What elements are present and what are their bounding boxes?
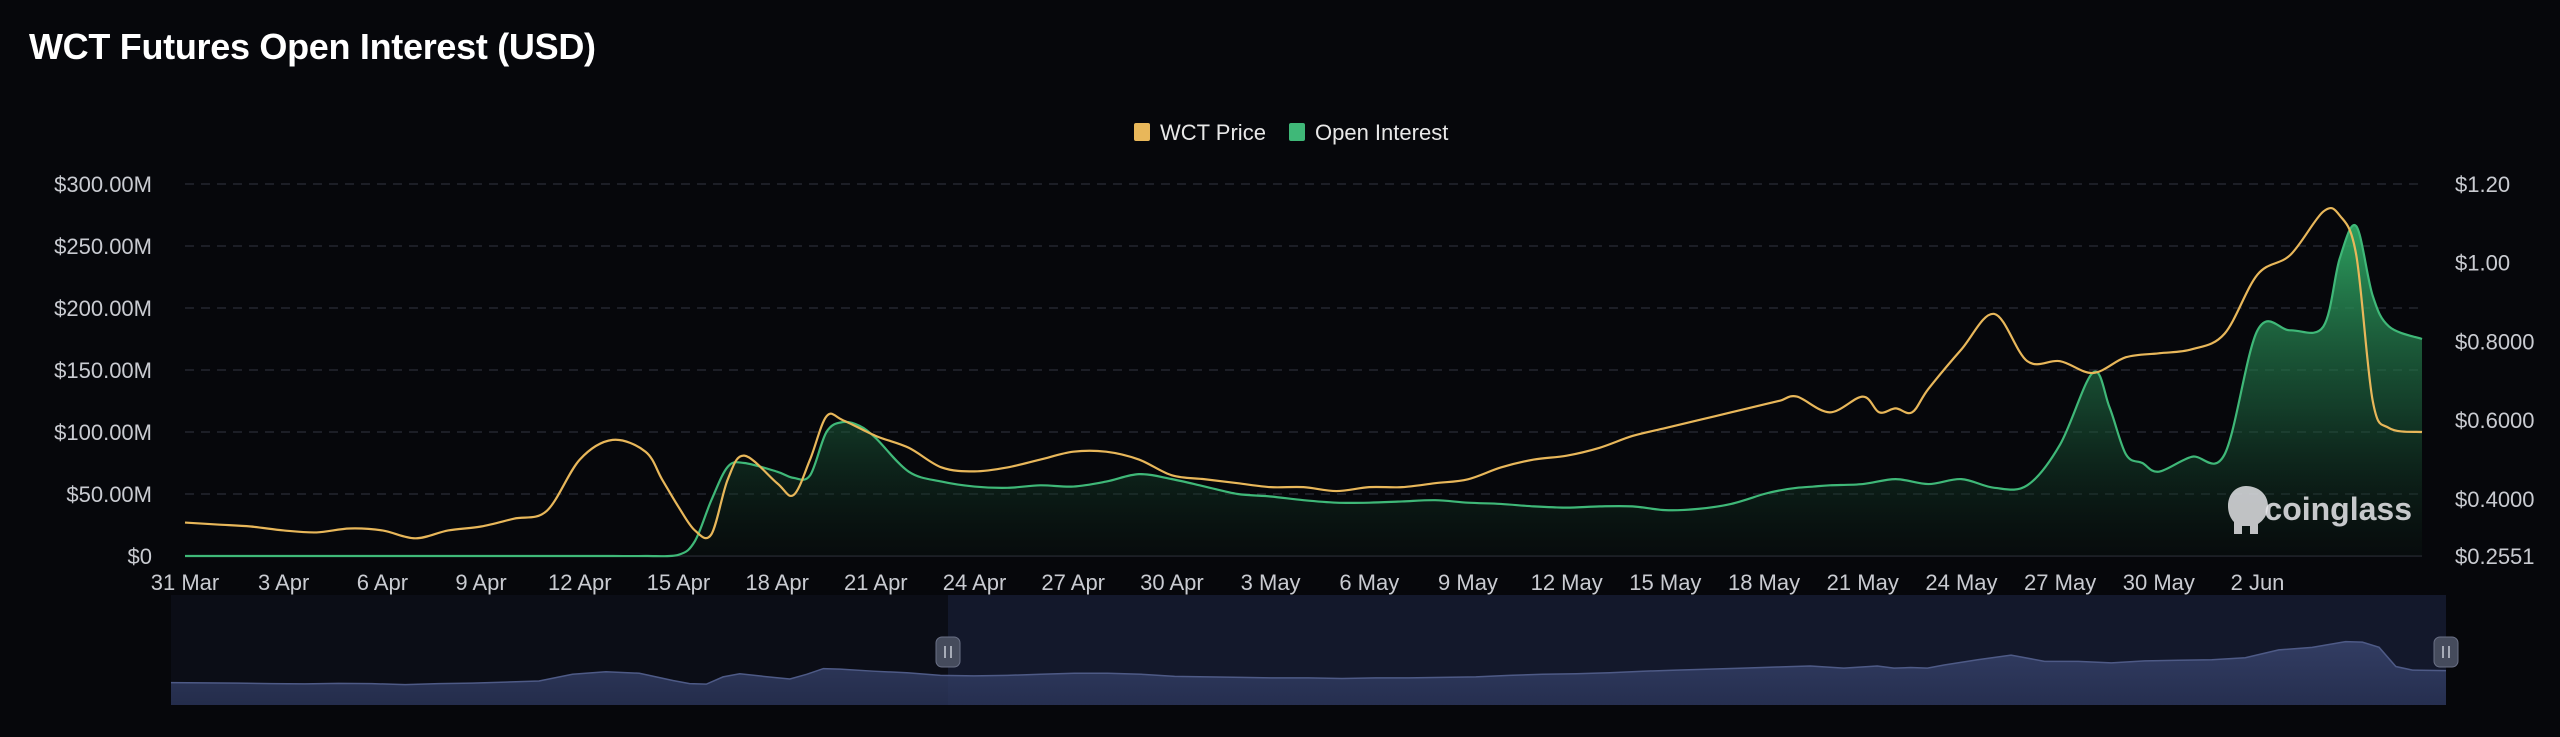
y-right-tick-label: $0.6000 — [2455, 408, 2535, 433]
y-left-tick-label: $50.00M — [66, 482, 152, 507]
x-tick-label: 31 Mar — [151, 570, 219, 595]
right-axis: $0.2551 $0.4000 $0.6000 $0.8000 $1.00 $1.20 — [2455, 172, 2535, 569]
open-interest-area — [185, 225, 2422, 557]
x-tick-label: 30 May — [2123, 570, 2195, 595]
x-tick-label: 18 May — [1728, 570, 1800, 595]
navigator-right-handle[interactable] — [2433, 636, 2459, 668]
coinglass-watermark: coinglass — [2228, 486, 2412, 534]
y-right-tick-label: $1.20 — [2455, 172, 2510, 197]
y-left-tick-label: $250.00M — [54, 234, 152, 259]
x-tick-label: 27 Apr — [1041, 570, 1105, 595]
legend-swatch — [1289, 123, 1305, 141]
left-axis: $0 $50.00M $100.00M $150.00M $200.00M $250.00… — [54, 172, 152, 569]
x-tick-label: 27 May — [2024, 570, 2096, 595]
y-left-tick-label: $0 — [128, 544, 152, 569]
y-left-tick-label: $300.00M — [54, 172, 152, 197]
x-tick-label: 3 Apr — [258, 570, 309, 595]
wct-price-line — [184, 206, 2423, 540]
x-tick-label: 24 May — [1925, 570, 1997, 595]
y-right-tick-label: $0.4000 — [2455, 487, 2535, 512]
navigator-area — [171, 641, 2446, 705]
open-interest-line — [185, 223, 2423, 558]
series-layer — [184, 206, 2423, 558]
y-right-tick-label: $0.2551 — [2455, 544, 2535, 569]
x-tick-label: 30 Apr — [1140, 570, 1204, 595]
x-tick-label: 9 Apr — [455, 570, 506, 595]
legend-label: WCT Price — [1160, 120, 1266, 145]
handle-grip — [2433, 636, 2459, 668]
x-tick-label: 21 Apr — [844, 570, 908, 595]
y-right-tick-label: $1.00 — [2455, 251, 2510, 276]
x-tick-label: 6 May — [1339, 570, 1399, 595]
navigator-left-handle[interactable] — [935, 636, 961, 668]
y-left-tick-label: $150.00M — [54, 358, 152, 383]
chart-title: WCT Futures Open Interest (USD) — [29, 26, 596, 67]
handle-grip — [935, 636, 961, 668]
x-tick-label: 24 Apr — [943, 570, 1007, 595]
coinglass-logo-icon — [2228, 486, 2268, 534]
x-tick-label: 3 May — [1241, 570, 1301, 595]
x-tick-label: 18 Apr — [745, 570, 809, 595]
y-left-tick-label: $200.00M — [54, 296, 152, 321]
x-tick-label: 15 May — [1629, 570, 1701, 595]
x-axis: 31 Mar 3 Apr 6 Apr 9 Apr 12 Apr 15 Apr 18 Apr 2… — [151, 570, 2285, 595]
watermark-text: coinglass — [2264, 491, 2412, 527]
logo-shape — [2228, 486, 2268, 534]
x-tick-label: 6 Apr — [357, 570, 408, 595]
x-tick-label: 21 May — [1827, 570, 1899, 595]
legend-swatch — [1134, 123, 1150, 141]
legend: WCT Price Open Interest — [1134, 120, 1448, 145]
range-navigator[interactable] — [170, 595, 2459, 705]
navigator-line — [170, 640, 2447, 686]
x-tick-label: 15 Apr — [647, 570, 711, 595]
x-tick-label: 12 Apr — [548, 570, 612, 595]
x-tick-label: 12 May — [1531, 570, 1603, 595]
legend-label: Open Interest — [1315, 120, 1448, 145]
x-tick-label: 2 Jun — [2231, 570, 2285, 595]
x-tick-label: 9 May — [1438, 570, 1498, 595]
y-right-tick-label: $0.8000 — [2455, 329, 2535, 354]
y-left-tick-label: $100.00M — [54, 420, 152, 445]
